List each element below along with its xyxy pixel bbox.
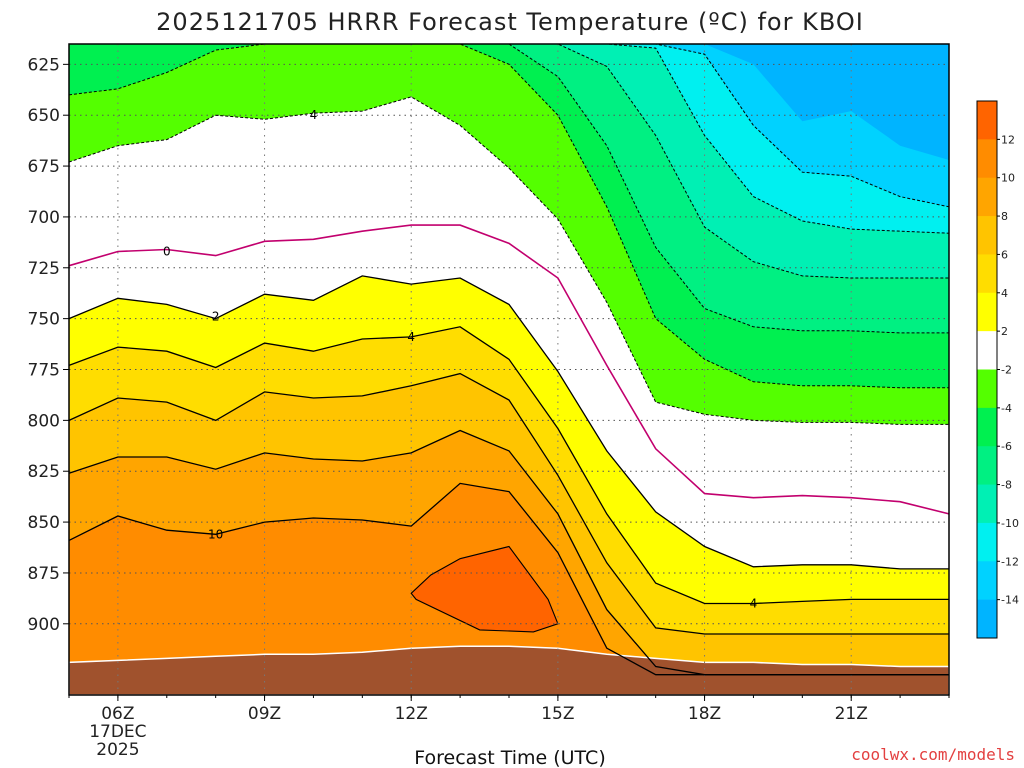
x-tick-label: 09Z bbox=[248, 704, 281, 724]
colorbar-label: 6 bbox=[1001, 248, 1008, 261]
plot-area bbox=[68, 44, 950, 696]
colorbar-label: 8 bbox=[1001, 210, 1008, 223]
contour-label: 4 bbox=[310, 108, 318, 122]
contour-line bbox=[68, 224, 950, 515]
y-tick-label: 750 bbox=[28, 310, 60, 330]
colorbar-label: 12 bbox=[1001, 133, 1015, 146]
chart-title: 2025121705 HRRR Forecast Temperature (ºC… bbox=[156, 8, 864, 36]
y-tick-label: 800 bbox=[28, 411, 60, 431]
colorbar-segment bbox=[977, 292, 997, 332]
colorbar-segment bbox=[977, 446, 997, 486]
colorbar-segment bbox=[977, 484, 997, 524]
colorbar-label: 2 bbox=[1001, 325, 1008, 338]
colorbar-label: -2 bbox=[1001, 364, 1012, 377]
y-tick-label: 725 bbox=[28, 259, 60, 279]
colorbar-segment bbox=[977, 522, 997, 562]
x-tick-label: 18Z bbox=[688, 704, 721, 724]
x-tick-label: 21Z bbox=[835, 704, 868, 724]
y-tick-label: 650 bbox=[28, 106, 60, 126]
colorbar-label: -10 bbox=[1001, 517, 1019, 530]
grid-lines bbox=[69, 44, 949, 695]
ground-terrain bbox=[68, 645, 950, 696]
y-tick-label: 775 bbox=[28, 361, 60, 381]
colorbar-segment bbox=[977, 216, 997, 255]
y-tick-label: 675 bbox=[28, 157, 60, 177]
colorbar-segment bbox=[977, 139, 997, 179]
colorbar-label: -12 bbox=[1001, 555, 1019, 568]
x-axis-label: Forecast Time (UTC) bbox=[414, 747, 605, 768]
colorbar-segment bbox=[977, 331, 997, 370]
colorbar-segment bbox=[977, 101, 997, 140]
y-tick-label: 825 bbox=[28, 462, 60, 482]
colorbar-segment bbox=[977, 177, 997, 217]
colorbar-segment bbox=[977, 407, 997, 447]
y-tick-label: 625 bbox=[28, 55, 60, 75]
contour-line bbox=[68, 275, 949, 570]
colorbar-segment bbox=[977, 561, 997, 601]
x-tick-label: 15Z bbox=[541, 704, 574, 724]
colorbar-label: 4 bbox=[1001, 287, 1008, 300]
colorbar-label: -8 bbox=[1001, 479, 1012, 492]
temperature-band bbox=[69, 44, 949, 207]
credit-text: coolwx.com/models bbox=[851, 745, 1015, 764]
colorbar-label: -14 bbox=[1001, 594, 1019, 607]
contour-label: 4 bbox=[750, 596, 758, 610]
warm-pocket-12c bbox=[410, 545, 559, 633]
contour-label: 4 bbox=[407, 330, 415, 344]
x-date-label: 17DEC bbox=[89, 722, 146, 742]
contour-labels: 4 0 2 4 10 4 bbox=[163, 108, 757, 610]
colorbar-segment bbox=[977, 369, 997, 409]
contour-line bbox=[68, 372, 949, 635]
axes: 62565067570072575077580082585087590006Z1… bbox=[28, 43, 950, 760]
temperature-band bbox=[69, 44, 949, 234]
colorbar-label: -4 bbox=[1001, 402, 1012, 415]
colorbar: 12 10 8 6 4 2 -2 -4 -6 -8 -10 -12 -14 bbox=[976, 100, 1019, 639]
x-year-label: 2025 bbox=[96, 740, 139, 760]
colorbar-segment bbox=[977, 599, 997, 639]
y-tick-label: 700 bbox=[28, 208, 60, 228]
contour-line bbox=[68, 96, 949, 425]
contour-label: 2 bbox=[212, 310, 220, 324]
y-tick-label: 850 bbox=[28, 513, 60, 533]
x-tick-label: 12Z bbox=[395, 704, 428, 724]
colorbar-segment bbox=[977, 254, 997, 294]
contour-line bbox=[68, 326, 949, 605]
contour-line bbox=[68, 482, 949, 676]
colorbar-label: -6 bbox=[1001, 440, 1012, 453]
temperature-band bbox=[69, 44, 949, 160]
contour-label: 0 bbox=[163, 245, 171, 259]
y-tick-label: 900 bbox=[28, 615, 60, 635]
colorbar-label: 10 bbox=[1001, 172, 1015, 185]
x-tick-label: 06Z bbox=[101, 704, 134, 724]
y-tick-label: 875 bbox=[28, 564, 60, 584]
contour-label: 10 bbox=[208, 527, 223, 541]
contour-line bbox=[68, 43, 949, 389]
